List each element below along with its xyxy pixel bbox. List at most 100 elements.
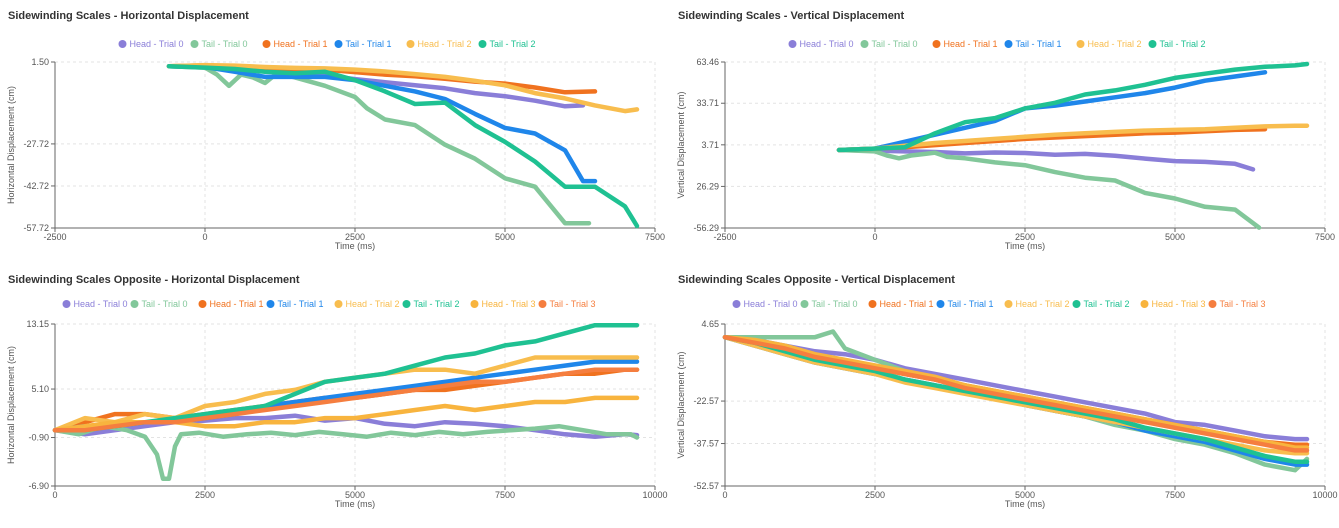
legend-label: Head - Trial 1	[274, 39, 328, 49]
legend-item[interactable]: Tail - Trial 2	[1148, 39, 1206, 49]
legend-item[interactable]: Tail - Trial 3	[538, 299, 596, 309]
x-tick-label: 0	[202, 232, 207, 242]
x-axis-label: Time (ms)	[335, 241, 375, 251]
legend-label: Tail - Trial 0	[202, 39, 248, 49]
legend-swatch	[1004, 300, 1013, 308]
legend-item[interactable]: Head - Trial 3	[470, 299, 536, 309]
y-tick-label: -22.57	[693, 396, 719, 406]
legend-item[interactable]: Head - Trial 1	[198, 299, 264, 309]
legend-item[interactable]: Tail - Trial 0	[860, 39, 918, 49]
x-axis-label: Time (ms)	[1005, 241, 1045, 251]
y-tick-label: 3.71	[701, 140, 719, 150]
legend-item[interactable]: Tail - Trial 0	[800, 299, 858, 309]
legend-label: Tail - Trial 0	[812, 299, 858, 309]
series-line	[836, 61, 1310, 153]
legend-item[interactable]: Tail - Trial 2	[402, 299, 460, 309]
legend-swatch	[1208, 300, 1217, 308]
legend-label: Tail - Trial 2	[414, 299, 460, 309]
chart-title: Sidewinding Scales - Vertical Displaceme…	[678, 10, 905, 22]
y-tick-label: -6.90	[28, 481, 49, 491]
legend-swatch	[538, 300, 547, 308]
legend-item[interactable]: Tail - Trial 1	[936, 299, 994, 309]
x-tick-label: 0	[872, 232, 877, 242]
legend-swatch	[800, 300, 809, 308]
legend-label: Head - Trial 0	[74, 299, 128, 309]
chart-plot: 0 2500 5000 7500 10000 13.15 5.10 -0.90 -6.90 Tim…	[6, 299, 668, 509]
legend-swatch	[198, 300, 207, 308]
legend-item[interactable]: Head - Trial 1	[932, 39, 998, 49]
legend-label: Tail - Trial 2	[490, 39, 536, 49]
x-axis-label: Time (ms)	[1005, 499, 1045, 509]
legend-item[interactable]: Tail - Trial 2	[478, 39, 536, 49]
legend-item[interactable]: Head - Trial 2	[334, 299, 400, 309]
legend-label: Head - Trial 0	[744, 299, 798, 309]
legend-swatch	[262, 40, 271, 48]
legend-item[interactable]: Head - Trial 2	[406, 39, 472, 49]
legend-label: Tail - Trial 0	[142, 299, 188, 309]
x-tick-label: -2500	[713, 232, 736, 242]
legend-swatch	[1072, 300, 1081, 308]
legend-item[interactable]: Head - Trial 0	[62, 299, 128, 309]
legend-swatch	[470, 300, 479, 308]
y-tick-label: 1.50	[31, 57, 49, 67]
x-tick-label: 2500	[195, 490, 215, 500]
legend-item[interactable]: Tail - Trial 0	[130, 299, 188, 309]
x-axis-label: Time (ms)	[335, 499, 375, 509]
x-tick-label: 7500	[495, 490, 515, 500]
legend-label: Head - Trial 3	[482, 299, 536, 309]
y-tick-label: -42.72	[23, 181, 49, 191]
legend-label: Tail - Trial 1	[346, 39, 392, 49]
series-line	[836, 123, 1310, 153]
chart-panel-opposite-vertical: Sidewinding Scales Opposite - Vertical D…	[670, 264, 1339, 528]
legend-item[interactable]: Head - Trial 3	[1140, 299, 1206, 309]
legend-swatch	[1004, 40, 1013, 48]
series-line	[836, 147, 1256, 172]
legend-label: Head - Trial 3	[1152, 299, 1206, 309]
y-axis-label: Horizontal Displacement (cm)	[6, 86, 16, 204]
legend-label: Tail - Trial 1	[948, 299, 994, 309]
legend-item[interactable]: Head - Trial 0	[732, 299, 798, 309]
y-tick-label: -57.72	[23, 223, 49, 233]
grid	[54, 61, 656, 229]
legend-item[interactable]: Head - Trial 1	[868, 299, 934, 309]
legend-swatch	[478, 40, 487, 48]
legend-item[interactable]: Tail - Trial 1	[266, 299, 324, 309]
x-tick-label: -2500	[43, 232, 66, 242]
y-tick-label: -0.90	[28, 433, 49, 443]
chart-plot: -2500 0 2500 5000 7500 1.50 -27.72 -42.72 -57.72…	[6, 39, 665, 251]
legend-swatch	[1148, 40, 1157, 48]
legend-item[interactable]: Head - Trial 0	[788, 39, 854, 49]
legend-item[interactable]: Tail - Trial 1	[1004, 39, 1062, 49]
legend-item[interactable]: Tail - Trial 1	[334, 39, 392, 49]
legend-label: Tail - Trial 3	[1220, 299, 1266, 309]
series-line	[722, 334, 1310, 450]
legend-label: Head - Trial 0	[800, 39, 854, 49]
legend-swatch	[1140, 300, 1149, 308]
x-tick-label: 7500	[645, 232, 665, 242]
legend-item[interactable]: Tail - Trial 0	[190, 39, 248, 49]
legend-label: Tail - Trial 2	[1084, 299, 1130, 309]
legend-swatch	[402, 300, 411, 308]
chart-panel-vertical: Sidewinding Scales - Vertical Displaceme…	[670, 0, 1339, 262]
legend-item[interactable]: Head - Trial 0	[118, 39, 184, 49]
chart-title: Sidewinding Scales Opposite - Horizontal…	[8, 274, 300, 286]
grid	[54, 323, 656, 487]
legend-item[interactable]: Head - Trial 2	[1076, 39, 1142, 49]
y-tick-label: -52.57	[693, 481, 719, 491]
x-tick-label: 7500	[1315, 232, 1335, 242]
legend-swatch	[62, 300, 71, 308]
legend-item[interactable]: Head - Trial 1	[262, 39, 328, 49]
series-line	[166, 63, 598, 184]
legend-item[interactable]: Tail - Trial 3	[1208, 299, 1266, 309]
x-tick-label: 0	[52, 490, 57, 500]
legend-swatch	[932, 40, 941, 48]
x-tick-label: 2500	[345, 232, 365, 242]
legend-label: Head - Trial 1	[880, 299, 934, 309]
legend-item[interactable]: Tail - Trial 2	[1072, 299, 1130, 309]
legend-item[interactable]: Head - Trial 2	[1004, 299, 1070, 309]
series-line	[52, 423, 640, 481]
legend-swatch	[266, 300, 275, 308]
series-line	[836, 147, 1262, 230]
legend-swatch	[1076, 40, 1085, 48]
grid	[724, 61, 1326, 229]
